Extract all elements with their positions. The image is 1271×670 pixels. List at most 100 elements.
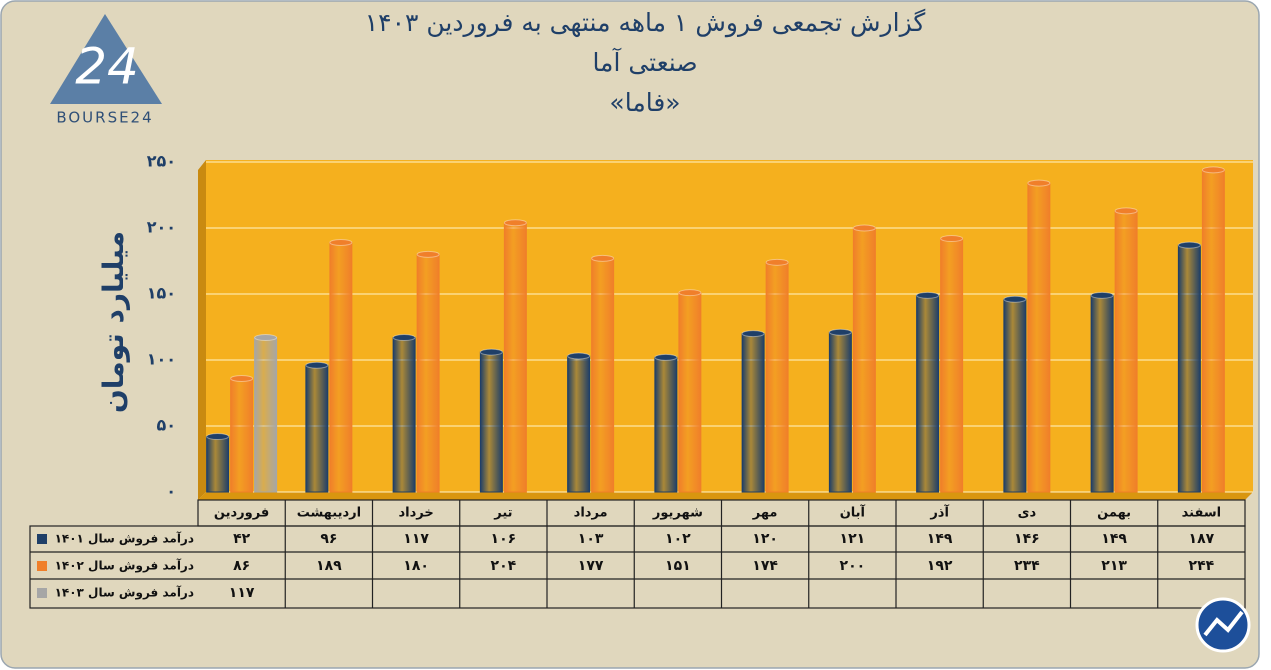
bar-top [1114,207,1138,215]
x-tick-label: فروردین [214,506,269,521]
bar-top [329,239,353,247]
legend-swatch [37,588,47,598]
corner-icon-arrow [1203,610,1244,637]
logo-text: BOURSE24 [56,109,153,127]
data-label: ۴۲ [233,531,251,547]
bar [329,242,353,493]
bar [305,364,329,493]
bar-top [206,433,230,441]
y-tick-label: ۲۵۰ [147,152,176,171]
data-label: ۱۸۰ [403,558,429,574]
bar [567,355,591,493]
data-label: ۱۸۹ [316,558,342,574]
y-tick-label: ۵۰ [156,416,176,435]
data-label: ۱۹۲ [927,558,953,574]
data-label: ۱۱۷ [229,585,255,601]
x-tick-label: مرداد [574,506,608,521]
data-label: ۱۴۶ [1014,531,1040,547]
legend-label: درآمد فروش سال ۱۴۰۱ [55,531,194,547]
bar [765,261,789,493]
data-label: ۱۱۷ [403,531,429,547]
bar [392,337,416,493]
bar [591,257,615,493]
bar-top [765,258,789,266]
legend-label: درآمد فروش سال ۱۴۰۲ [55,558,194,574]
data-label: ۲۱۳ [1101,558,1127,574]
plot-floor [198,492,1253,500]
x-tick-label: بهمن [1097,506,1131,521]
x-tick-label: مهر [752,506,778,521]
symbol: «فاما» [609,88,680,117]
legend-swatch [37,561,47,571]
bar [1114,210,1138,493]
bar [503,222,527,493]
bar-top [741,330,765,338]
bar-top [392,334,416,342]
legend-swatch [37,534,47,544]
bar-top [1177,241,1201,249]
bar [206,436,230,493]
x-tick-label: آذر [929,504,949,521]
bar [230,377,254,493]
bar-top [828,328,852,336]
bar-top [654,353,678,361]
bar [852,227,876,493]
data-label: ۲۰۰ [840,558,866,574]
bar [828,331,852,493]
bar [916,294,940,493]
chart-subtitle: صنعتی آما [592,47,697,77]
bar [678,292,702,493]
bar [416,253,440,493]
data-label: ۱۲۱ [840,531,866,547]
x-tick-label: اردیبهشت [297,506,361,521]
bar-top [416,250,440,258]
logo-mark: 24 [75,38,139,96]
bar [741,333,765,493]
bar-top [940,235,964,243]
data-label: ۱۸۷ [1189,531,1215,547]
bar-top [852,224,876,232]
x-tick-label: دی [1018,506,1037,521]
bar-top [254,334,278,342]
x-tick-label: آبان [840,504,866,521]
data-label: ۱۵۱ [665,558,691,574]
data-label: ۱۷۴ [752,558,778,574]
bar-top [1003,295,1027,303]
bar [479,351,503,493]
bar-top [678,289,702,297]
bar-top [1090,291,1114,299]
bar [1003,298,1027,493]
bar [940,238,964,493]
bar-top [1027,179,1051,187]
bar-top [916,291,940,299]
data-label: ۱۴۹ [927,531,953,547]
bar [1177,244,1201,493]
data-label: ۱۰۲ [665,531,691,547]
logo-triangle [50,14,162,104]
data-label: ۱۲۰ [752,531,778,547]
bar-top [305,361,329,369]
x-tick-label: تیر [493,506,512,521]
data-label: ۹۶ [320,531,337,547]
bar [254,337,278,493]
x-tick-label: خرداد [398,506,433,521]
x-tick-label: شهریور [652,506,703,521]
bar-top [591,254,615,262]
chart-title: گزارش تجمعی فروش ۱ ماهه منتهی به فروردین… [365,8,926,38]
data-label: ۱۷۷ [578,558,604,574]
bar [1201,169,1225,493]
bar-top [567,352,591,360]
y-tick-label: ۰ [166,482,176,501]
plot-side-wall [198,160,206,500]
data-label: ۸۶ [233,558,250,574]
x-tick-label: اسفند [1182,506,1221,521]
bar [1027,182,1051,493]
data-label: ۱۰۳ [578,531,604,547]
legend-label: درآمد فروش سال ۱۴۰۳ [55,585,194,601]
y-tick-label: ۱۰۰ [147,350,176,369]
data-label: ۱۰۶ [491,531,517,547]
bar-top [503,219,527,227]
bar-top [479,348,503,356]
data-label: ۱۴۹ [1101,531,1127,547]
